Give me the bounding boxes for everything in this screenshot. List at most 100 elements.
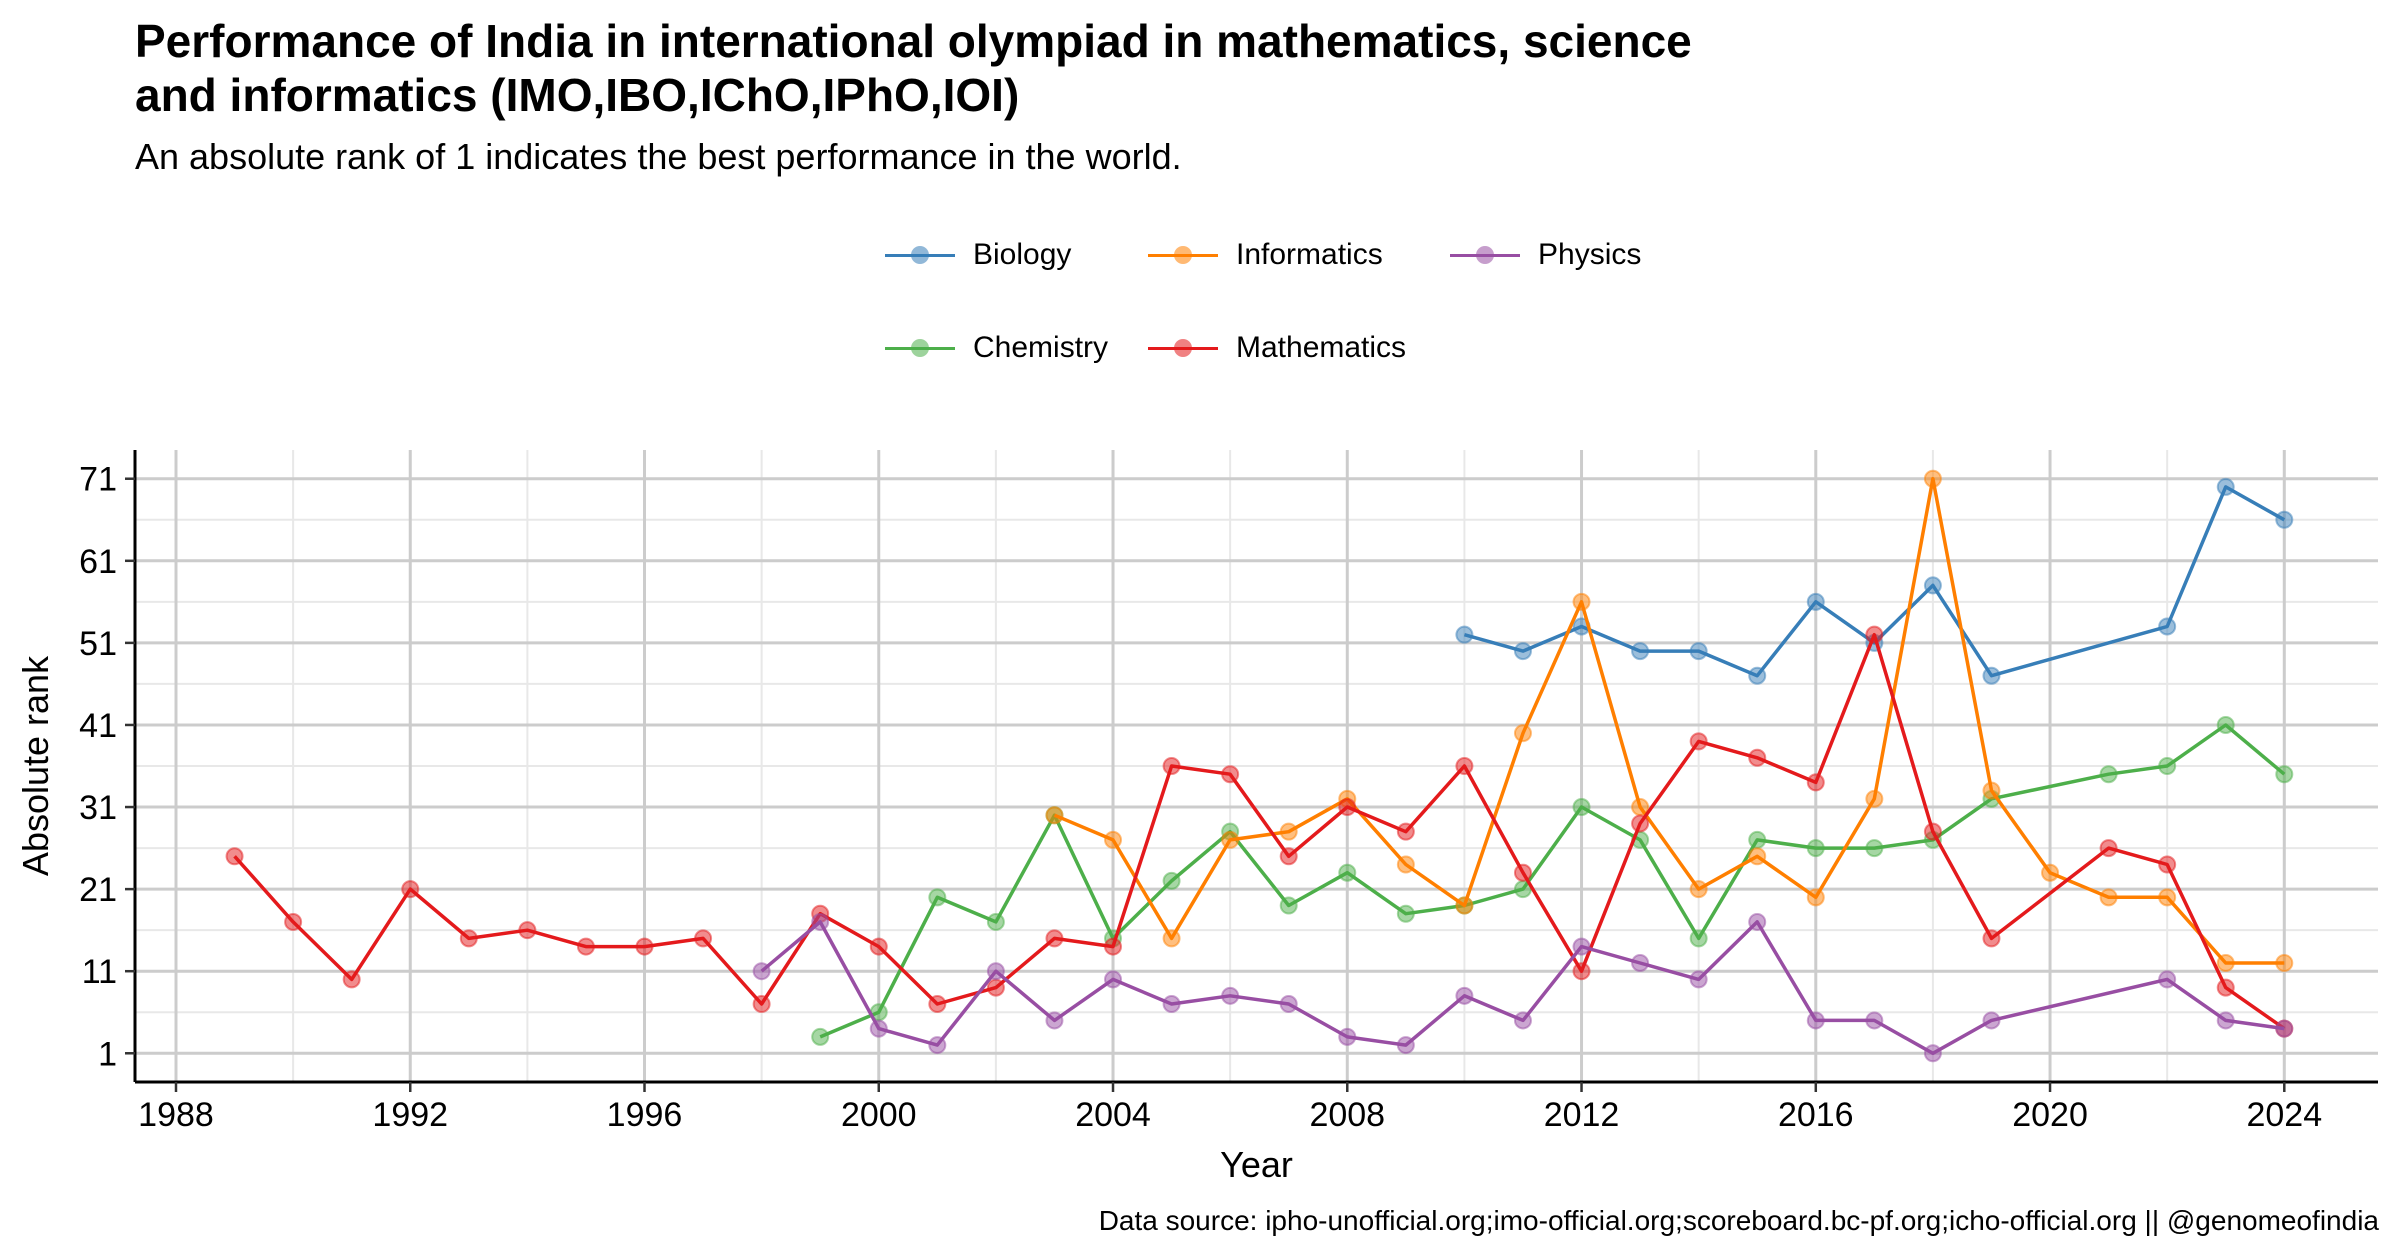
y-tick-label: 11 [82, 953, 117, 991]
series-biology [1455, 477, 2294, 685]
chart-title-line-2: and informatics (IMO,IBO,IChO,IPhO,IOI) [135, 69, 1020, 121]
data-point-informatics [1748, 847, 1767, 866]
x-tick-label: 2004 [1075, 1096, 1151, 1134]
data-point-informatics [1806, 888, 1825, 907]
chart-subtitle: An absolute rank of 1 indicates the best… [135, 136, 1182, 177]
data-point-mathematics [576, 937, 595, 956]
data-point-physics [1689, 970, 1708, 989]
chart-title: Performance of India in international ol… [135, 14, 2035, 122]
data-point-informatics [2275, 953, 2294, 972]
y-tick-label: 61 [79, 543, 117, 581]
series-informatics [1045, 469, 2294, 972]
legend-label-physics: Physics [1538, 238, 1642, 271]
data-point-informatics [1865, 789, 1884, 808]
x-tick-label: 2008 [1309, 1096, 1385, 1134]
data-point-physics [2216, 1011, 2235, 1030]
data-point-informatics [1162, 929, 1181, 948]
legend-item-informatics: Informatics [1148, 232, 1383, 278]
data-point-chemistry [1396, 904, 1415, 923]
legend-key-informatics [1148, 232, 1218, 278]
data-point-mathematics [869, 937, 888, 956]
data-point-chemistry [1572, 798, 1591, 817]
legend-label-informatics: Informatics [1236, 238, 1383, 271]
data-point-mathematics [986, 978, 1005, 997]
data-point-mathematics [752, 995, 771, 1014]
data-point-physics [928, 1036, 947, 1055]
x-tick-label: 2000 [841, 1096, 917, 1134]
data-point-physics [1572, 937, 1591, 956]
data-point-biology [2275, 510, 2294, 529]
data-point-mathematics [1689, 732, 1708, 751]
data-source-caption: Data source: ipho-unofficial.org;imo-off… [1098, 1205, 2379, 1236]
data-point-chemistry [1279, 896, 1298, 915]
legend-item-chemistry: Chemistry [885, 325, 1108, 371]
data-point-biology [1982, 666, 2001, 685]
data-point-chemistry [811, 1027, 830, 1046]
data-point-physics [1455, 986, 1474, 1005]
data-point-mathematics [1748, 748, 1767, 767]
legend-dot [911, 339, 929, 357]
data-point-informatics [1221, 830, 1240, 849]
data-point-physics [1396, 1036, 1415, 1055]
data-point-informatics [1045, 806, 1064, 825]
data-point-chemistry [986, 912, 1005, 931]
series-physics [752, 912, 2294, 1063]
data-point-chemistry [2275, 765, 2294, 784]
data-point-informatics [2216, 953, 2235, 972]
legend-label-chemistry: Chemistry [973, 331, 1109, 364]
data-point-mathematics [225, 847, 244, 866]
data-point-chemistry [1338, 863, 1357, 882]
data-point-biology [1806, 592, 1825, 611]
data-point-mathematics [1923, 822, 1942, 841]
legend-dot [1174, 246, 1192, 264]
legend: Biology Informatics Physics Chemistry Ma… [885, 232, 1705, 372]
data-point-mathematics [459, 929, 478, 948]
data-point-chemistry [2099, 765, 2118, 784]
data-point-biology [1513, 642, 1532, 661]
data-point-mathematics [2099, 839, 2118, 858]
data-point-physics [1045, 1011, 1064, 1030]
data-point-informatics [1923, 469, 1942, 488]
legend-dot [1476, 246, 1494, 264]
data-point-chemistry [2216, 715, 2235, 734]
data-point-informatics [1689, 880, 1708, 899]
data-point-physics [1748, 912, 1767, 931]
data-point-biology [1689, 642, 1708, 661]
data-point-informatics [1455, 896, 1474, 915]
x-tick-label: 2016 [1778, 1096, 1854, 1134]
data-point-chemistry [928, 888, 947, 907]
data-point-mathematics [1221, 765, 1240, 784]
series-layer [225, 469, 2294, 1063]
data-point-mathematics [342, 970, 361, 989]
data-point-mathematics [1513, 863, 1532, 882]
data-point-mathematics [401, 880, 420, 899]
data-point-informatics [1513, 724, 1532, 743]
x-tick-label: 2020 [2012, 1096, 2088, 1134]
y-tick-label: 31 [79, 789, 117, 827]
data-point-physics [1631, 953, 1650, 972]
data-point-mathematics [635, 937, 654, 956]
data-point-physics [1221, 986, 1240, 1005]
data-point-physics [986, 962, 1005, 981]
data-point-informatics [1982, 781, 2001, 800]
data-point-physics [869, 1019, 888, 1038]
data-point-informatics [1572, 592, 1591, 611]
data-point-physics [2275, 1019, 2294, 1038]
data-point-chemistry [2158, 757, 2177, 775]
data-point-physics [1162, 995, 1181, 1014]
data-point-mathematics [1806, 773, 1825, 792]
x-tick-label: 2024 [2246, 1096, 2322, 1134]
data-point-physics [1806, 1011, 1825, 1030]
data-point-physics [1982, 1011, 2001, 1030]
series-line-mathematics [233, 632, 2286, 1031]
data-point-mathematics [2158, 855, 2177, 874]
data-point-physics [2158, 970, 2177, 989]
data-point-mathematics [1104, 937, 1123, 956]
axes [133, 450, 2378, 1084]
grid-minor [135, 450, 2378, 1082]
data-point-physics [1104, 970, 1123, 989]
legend-key-mathematics [1148, 325, 1218, 371]
y-axis-title: Absolute rank [15, 655, 56, 876]
data-point-mathematics [1631, 814, 1650, 833]
